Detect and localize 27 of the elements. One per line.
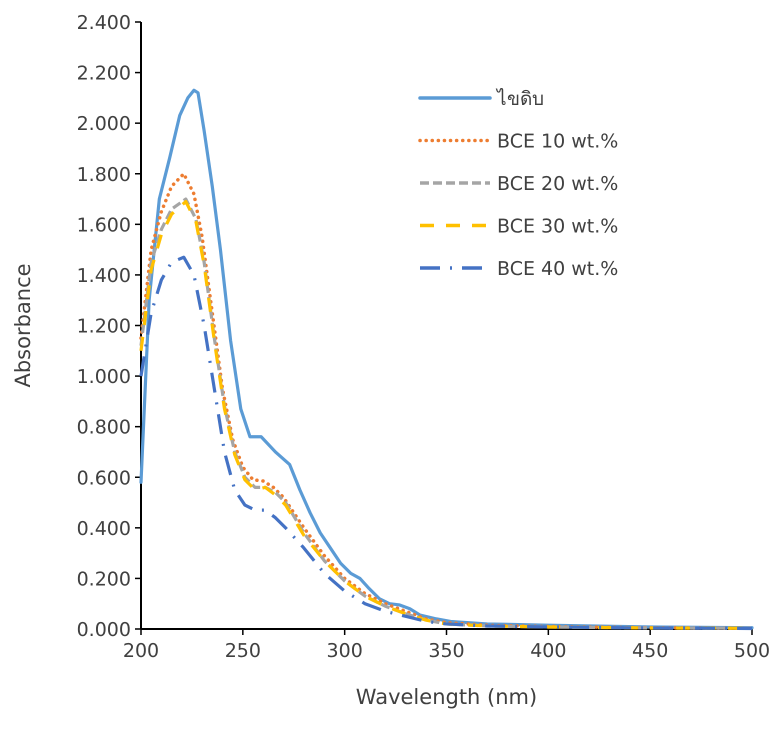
- x-tick-label: 400: [530, 640, 566, 662]
- legend-label: BCE 10 wt.%: [497, 130, 618, 152]
- y-tick-label: 0.000: [76, 619, 131, 641]
- x-axis-title: Wavelength (nm): [356, 685, 538, 709]
- y-tick-label: 2.400: [76, 12, 131, 34]
- y-tick-label: 1.000: [76, 366, 131, 388]
- x-tick-label: 450: [632, 640, 668, 662]
- y-tick-label: 1.800: [76, 164, 131, 186]
- y-tick-label: 0.400: [76, 518, 131, 540]
- y-tick-label: 2.200: [76, 62, 131, 85]
- y-tick-label: 0.200: [76, 568, 131, 590]
- x-tick-label: 200: [122, 640, 160, 662]
- y-tick-label: 2.000: [76, 113, 131, 136]
- legend-label: ไขดิบ: [495, 88, 544, 110]
- x-tick-label: 350: [428, 640, 465, 662]
- y-tick-label: 0.800: [76, 416, 131, 439]
- y-tick-label: 0.600: [76, 467, 131, 490]
- y-tick-label: 1.400: [76, 264, 131, 287]
- x-tick-label: 250: [224, 640, 261, 662]
- legend-label: BCE 20 wt.%: [497, 173, 618, 195]
- x-tick-label: 300: [326, 640, 363, 662]
- legend-label: BCE 30 wt.%: [497, 216, 618, 238]
- legend-label: BCE 40 wt.%: [497, 258, 618, 280]
- y-axis-title: Absorbance: [11, 263, 35, 388]
- x-tick-label: 500: [734, 640, 770, 662]
- y-tick-label: 1.600: [76, 214, 131, 236]
- y-tick-label: 1.200: [76, 316, 131, 338]
